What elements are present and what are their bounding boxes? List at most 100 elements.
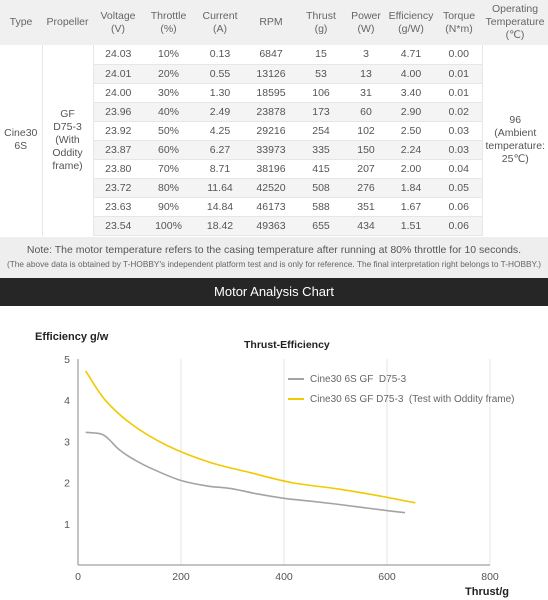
cell-efficiency: 2.50 <box>386 121 436 141</box>
cell-torque: 0.03 <box>436 140 482 161</box>
cell-throttle: 80% <box>143 178 194 199</box>
header-torque: Torque (N*m) <box>436 0 482 45</box>
cell-current: 14.84 <box>194 197 246 218</box>
cell-rpm: 49363 <box>246 216 296 237</box>
cell-rpm: 29216 <box>246 121 296 141</box>
cell-power: 207 <box>346 159 386 180</box>
chart-title: Thrust-Efficiency <box>244 339 330 351</box>
cell-propeller: GF D75-3 (With Oddity frame) <box>41 45 94 236</box>
cell-throttle: 50% <box>143 121 194 141</box>
cell-voltage: 23.72 <box>93 178 143 199</box>
cell-torque: 0.06 <box>436 216 482 237</box>
cell-efficiency: 1.51 <box>386 216 436 237</box>
table-row: 23.54 100% 18.42 49363 655 434 1.51 0.06 <box>0 216 548 237</box>
legend-swatch <box>288 378 304 380</box>
cell-voltage: 23.87 <box>93 140 143 161</box>
table-header-row: Type Propeller Voltage (V) Throttle (%) … <box>0 0 548 45</box>
cell-power: 276 <box>346 178 386 199</box>
cell-efficiency: 2.00 <box>386 159 436 180</box>
series-line-1 <box>85 431 406 514</box>
cell-current: 0.55 <box>194 64 246 84</box>
cell-rpm: 13126 <box>246 64 296 84</box>
table-body: Cine30 6S GF D75-3 (With Oddity frame) 24.… <box>0 45 548 237</box>
chart-legend: Cine30 6S GF D75-3 Cine30 6S GF D75-3 (Te… <box>288 369 515 409</box>
header-efficiency: Efficiency (g/W) <box>386 0 436 45</box>
cell-power: 351 <box>346 197 386 218</box>
cell-power: 102 <box>346 121 386 141</box>
motor-data-table: Type Propeller Voltage (V) Throttle (%) … <box>0 0 548 237</box>
cell-throttle: 40% <box>143 102 194 122</box>
cell-throttle: 100% <box>143 216 194 237</box>
header-power: Power (W) <box>346 0 386 45</box>
header-type: Type <box>0 0 42 45</box>
cell-torque: 0.02 <box>436 102 482 122</box>
x-axis-label: Thrust/g <box>465 586 509 598</box>
cell-thrust: 254 <box>296 121 346 141</box>
cell-throttle: 30% <box>143 83 194 103</box>
cell-torque: 0.04 <box>436 159 482 180</box>
cell-voltage: 24.00 <box>93 83 143 103</box>
x-tick-label: 800 <box>481 571 499 583</box>
cell-voltage: 24.03 <box>93 45 143 65</box>
table-row: 24.01 20% 0.55 13126 53 13 4.00 0.01 <box>0 64 548 84</box>
cell-efficiency: 4.71 <box>386 45 436 65</box>
cell-power: 13 <box>346 64 386 84</box>
table-row: 23.92 50% 4.25 29216 254 102 2.50 0.03 <box>0 121 548 141</box>
note-panel: Note: The motor temperature refers to th… <box>0 237 548 278</box>
chart-banner: Motor Analysis Chart <box>0 278 548 306</box>
table-row: 24.00 30% 1.30 18595 106 31 3.40 0.01 <box>0 83 548 103</box>
cell-torque: 0.00 <box>436 45 482 65</box>
table-row: 23.80 70% 8.71 38196 415 207 2.00 0.04 <box>0 159 548 180</box>
cell-throttle: 20% <box>143 64 194 84</box>
cell-throttle: 60% <box>143 140 194 161</box>
cell-rpm: 42520 <box>246 178 296 199</box>
cell-thrust: 655 <box>296 216 346 237</box>
y-tick-label: 2 <box>64 478 70 490</box>
cell-thrust: 588 <box>296 197 346 218</box>
header-voltage: Voltage (V) <box>93 0 143 45</box>
cell-power: 434 <box>346 216 386 237</box>
table-row: Cine30 6S GF D75-3 (With Oddity frame) 24.… <box>0 45 548 236</box>
cell-efficiency: 1.84 <box>386 178 436 199</box>
cell-torque: 0.06 <box>436 197 482 218</box>
y-tick-label: 4 <box>64 395 70 407</box>
legend-item: Cine30 6S GF D75-3 <box>288 369 515 389</box>
table-row: 23.87 60% 6.27 33973 335 150 2.24 0.03 <box>0 140 548 161</box>
cell-voltage: 23.63 <box>93 197 143 218</box>
cell-voltage: 23.92 <box>93 121 143 141</box>
cell-current: 2.49 <box>194 102 246 122</box>
cell-efficiency: 2.90 <box>386 102 436 122</box>
cell-rpm: 23878 <box>246 102 296 122</box>
header-temperature: Operating Temperature (℃) <box>482 0 548 45</box>
legend-swatch <box>288 398 304 400</box>
cell-throttle: 70% <box>143 159 194 180</box>
cell-thrust: 106 <box>296 83 346 103</box>
y-tick-label: 3 <box>64 436 70 448</box>
cell-rpm: 33973 <box>246 140 296 161</box>
cell-thrust: 53 <box>296 64 346 84</box>
cell-efficiency: 4.00 <box>386 64 436 84</box>
cell-torque: 0.05 <box>436 178 482 199</box>
header-current: Current (A) <box>194 0 246 45</box>
cell-efficiency: 2.24 <box>386 140 436 161</box>
header-rpm: RPM <box>246 0 296 45</box>
table-row: 23.72 80% 11.64 42520 508 276 1.84 0.05 <box>0 178 548 199</box>
cell-current: 4.25 <box>194 121 246 141</box>
cell-temperature: 96 (Ambient temperature: 25℃) <box>481 45 548 236</box>
cell-type: Cine30 6S <box>0 45 42 236</box>
cell-thrust: 508 <box>296 178 346 199</box>
cell-efficiency: 1.67 <box>386 197 436 218</box>
cell-torque: 0.01 <box>436 64 482 84</box>
legend-item: Cine30 6S GF D75-3 (Test with Oddity fra… <box>288 389 515 409</box>
cell-rpm: 38196 <box>246 159 296 180</box>
cell-current: 1.30 <box>194 83 246 103</box>
series-line-2 <box>85 370 416 504</box>
y-axis-label: Efficiency g/w <box>35 331 109 343</box>
cell-rpm: 6847 <box>246 45 296 65</box>
cell-power: 60 <box>346 102 386 122</box>
cell-thrust: 15 <box>296 45 346 65</box>
cell-voltage: 23.96 <box>93 102 143 122</box>
chart-svg: 0 200 400 600 800 1 2 3 4 5 <box>64 354 499 583</box>
cell-torque: 0.01 <box>436 83 482 103</box>
cell-current: 0.13 <box>194 45 246 65</box>
